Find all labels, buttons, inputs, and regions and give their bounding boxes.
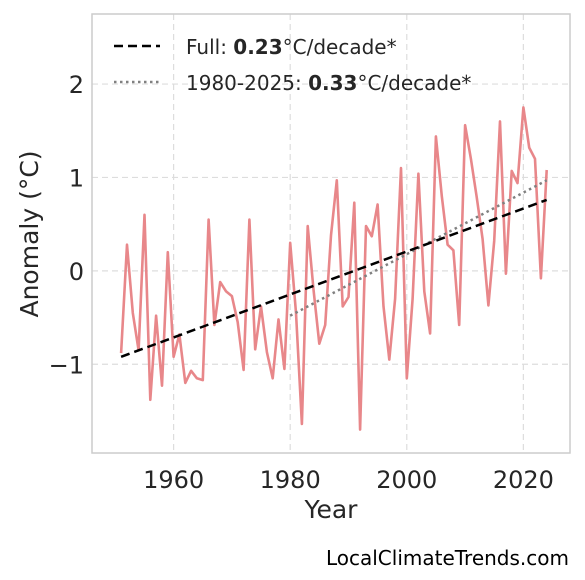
tick-labels: 1960 1980 2000 2020 −1 0 1 2 <box>49 71 554 494</box>
y-tick-label: −1 <box>49 351 84 379</box>
legend: Full: 0.23°C/decade* 1980-2025: 0.33°C/d… <box>114 35 471 95</box>
y-tick-label: 0 <box>69 258 84 286</box>
site-credit: LocalClimateTrends.com <box>325 546 569 570</box>
x-tick-label: 1960 <box>143 466 204 494</box>
grid <box>92 14 570 453</box>
x-tick-label: 2000 <box>376 466 437 494</box>
y-axis-title: Anomaly (°C) <box>15 150 44 317</box>
plot-frame <box>91 13 571 454</box>
x-axis-title: Year <box>304 495 359 524</box>
anomaly-series-line <box>119 106 548 431</box>
legend-full-trend-label: Full: 0.23°C/decade* <box>186 35 397 59</box>
x-tick-label: 2020 <box>493 466 554 494</box>
legend-recent-trend-label: 1980-2025: 0.33°C/decade* <box>186 71 471 95</box>
series-layer <box>119 106 548 431</box>
y-tick-label: 1 <box>69 164 84 192</box>
y-tick-label: 2 <box>69 71 84 99</box>
x-tick-label: 1980 <box>260 466 321 494</box>
full-trend-line <box>120 198 548 358</box>
